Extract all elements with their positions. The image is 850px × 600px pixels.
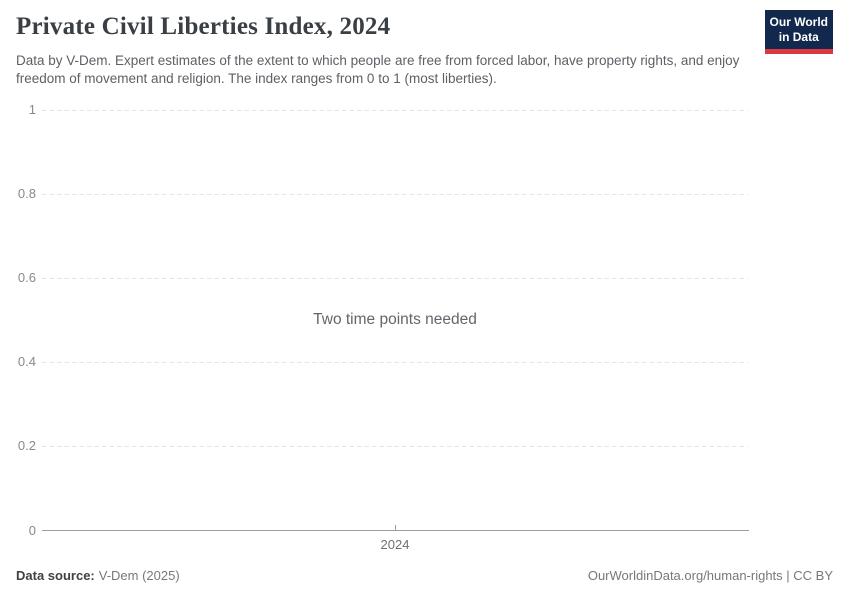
gridline — [42, 278, 748, 279]
y-axis-label: 0.8 — [17, 186, 36, 201]
gridline — [42, 110, 748, 111]
footer-source-value: V-Dem (2025) — [98, 568, 180, 583]
footer-license: OurWorldinData.org/human-rights | CC BY — [587, 568, 833, 583]
owid-logo-line1: Our World — [769, 15, 828, 29]
x-axis-tick — [395, 525, 396, 530]
empty-state-message: Two time points needed — [313, 311, 477, 328]
footer-source-label: Data source: — [16, 568, 95, 583]
x-axis-line — [42, 530, 749, 531]
gridline — [42, 194, 748, 195]
y-axis-label: 0.2 — [17, 438, 36, 453]
page-title: Private Civil Liberties Index, 2024 — [16, 13, 391, 40]
y-axis-label: 1 — [28, 102, 36, 117]
gridline — [42, 446, 748, 447]
owid-logo-line2: in Data — [778, 30, 819, 44]
y-axis-label: 0.4 — [17, 354, 36, 369]
chart-subtitle: Data by V-Dem. Expert estimates of the e… — [16, 53, 740, 86]
chart-footer: Data source: V-Dem (2025) OurWorldinData.… — [16, 568, 833, 583]
x-axis-tick-label: 2024 — [380, 537, 410, 552]
y-axis-label: 0 — [28, 523, 36, 538]
y-axis-label: 0.6 — [17, 270, 36, 285]
gridline — [42, 362, 748, 363]
footer-source: Data source: V-Dem (2025) — [16, 568, 180, 583]
owid-logo: Our World in Data — [764, 10, 833, 54]
